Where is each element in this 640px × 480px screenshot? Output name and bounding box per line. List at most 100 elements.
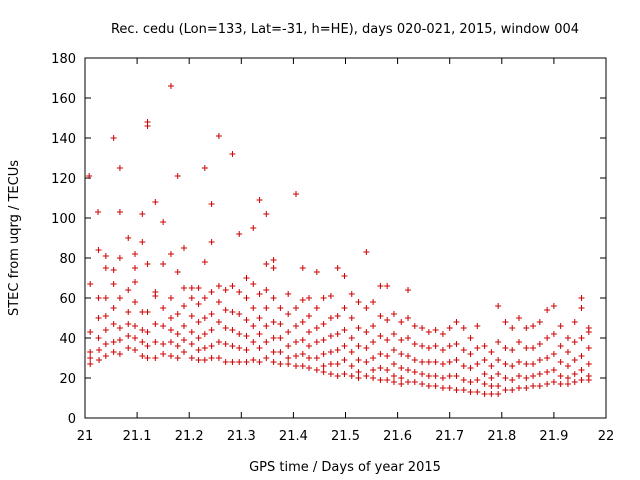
data-point bbox=[495, 339, 502, 345]
data-point bbox=[263, 339, 270, 345]
data-point bbox=[523, 385, 530, 391]
data-point bbox=[453, 319, 460, 325]
data-point bbox=[578, 377, 585, 383]
x-tick-label: 22 bbox=[598, 429, 615, 444]
data-point bbox=[167, 83, 174, 89]
x-tick-label: 21.7 bbox=[435, 429, 464, 444]
data-point bbox=[398, 365, 405, 371]
data-point bbox=[188, 313, 195, 319]
data-point bbox=[299, 363, 306, 369]
data-point bbox=[256, 197, 263, 203]
data-point bbox=[398, 375, 405, 381]
data-point bbox=[215, 355, 222, 361]
data-point bbox=[110, 349, 117, 355]
data-point bbox=[132, 323, 139, 329]
data-point bbox=[571, 339, 578, 345]
data-point bbox=[327, 293, 334, 299]
y-tick-label: 40 bbox=[59, 332, 76, 347]
data-point bbox=[144, 123, 151, 129]
data-point bbox=[299, 351, 306, 357]
data-point bbox=[474, 389, 481, 395]
data-point bbox=[377, 313, 384, 319]
data-point bbox=[384, 353, 391, 359]
data-point bbox=[327, 361, 334, 367]
data-point bbox=[550, 351, 557, 357]
data-point bbox=[167, 327, 174, 333]
data-point bbox=[320, 363, 327, 369]
data-point bbox=[405, 379, 412, 385]
data-point bbox=[102, 313, 109, 319]
data-point bbox=[277, 335, 284, 341]
data-point bbox=[263, 355, 270, 361]
data-point bbox=[116, 325, 123, 331]
y-tick-label: 120 bbox=[51, 172, 76, 187]
data-point bbox=[256, 291, 263, 297]
data-point bbox=[377, 283, 384, 289]
data-point bbox=[125, 345, 132, 351]
data-point bbox=[474, 361, 481, 367]
data-point bbox=[355, 325, 362, 331]
data-point bbox=[222, 287, 229, 293]
data-point bbox=[509, 325, 516, 331]
data-point bbox=[263, 323, 270, 329]
data-point bbox=[502, 361, 509, 367]
data-point bbox=[578, 295, 585, 301]
data-point bbox=[453, 341, 460, 347]
data-point bbox=[446, 325, 453, 331]
data-point bbox=[585, 345, 592, 351]
data-point bbox=[201, 259, 208, 265]
data-point bbox=[144, 261, 151, 267]
data-point bbox=[370, 355, 377, 361]
data-point bbox=[334, 313, 341, 319]
data-point bbox=[313, 305, 320, 311]
data-point bbox=[411, 369, 418, 375]
data-point bbox=[144, 343, 151, 349]
data-point bbox=[334, 265, 341, 271]
data-point bbox=[571, 357, 578, 363]
data-point bbox=[132, 347, 139, 353]
data-point bbox=[341, 305, 348, 311]
data-point bbox=[125, 333, 132, 339]
data-point bbox=[341, 327, 348, 333]
data-point bbox=[152, 355, 159, 361]
data-point bbox=[348, 315, 355, 321]
data-point bbox=[167, 353, 174, 359]
data-point bbox=[578, 367, 585, 373]
data-point bbox=[334, 331, 341, 337]
data-point bbox=[502, 345, 509, 351]
data-point bbox=[270, 265, 277, 271]
data-point bbox=[250, 357, 257, 363]
data-point bbox=[116, 351, 123, 357]
data-point bbox=[425, 373, 432, 379]
data-point bbox=[96, 357, 103, 363]
data-point bbox=[293, 323, 300, 329]
data-point bbox=[320, 337, 327, 343]
data-point bbox=[370, 323, 377, 329]
data-point bbox=[116, 209, 123, 215]
data-point bbox=[460, 387, 467, 393]
data-point bbox=[132, 299, 139, 305]
data-point bbox=[110, 339, 117, 345]
data-point bbox=[201, 345, 208, 351]
data-point bbox=[327, 333, 334, 339]
data-point bbox=[334, 347, 341, 353]
x-axis-label: GPS time / Days of year 2015 bbox=[249, 460, 441, 475]
plot-frame bbox=[84, 57, 607, 419]
data-point bbox=[509, 363, 516, 369]
x-tick-label: 21.6 bbox=[383, 429, 412, 444]
data-point bbox=[544, 369, 551, 375]
data-point bbox=[405, 367, 412, 373]
data-point bbox=[139, 339, 146, 345]
data-point bbox=[285, 311, 292, 317]
data-point bbox=[180, 349, 187, 355]
x-tick-label: 21.8 bbox=[487, 429, 516, 444]
data-point bbox=[293, 191, 300, 197]
data-point bbox=[509, 387, 516, 393]
data-point bbox=[405, 353, 412, 359]
data-point bbox=[515, 359, 522, 365]
data-point bbox=[488, 349, 495, 355]
data-point bbox=[299, 319, 306, 325]
data-point bbox=[474, 377, 481, 383]
data-point bbox=[460, 347, 467, 353]
data-point bbox=[320, 369, 327, 375]
